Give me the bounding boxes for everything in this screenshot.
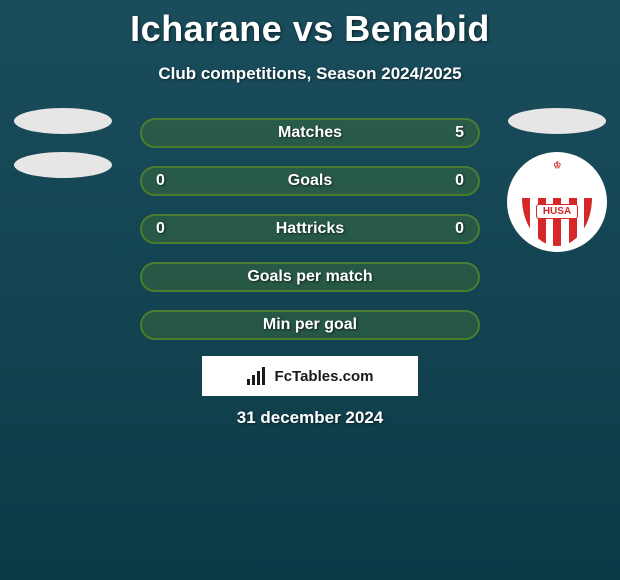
club-badge: ♔ HUSA bbox=[507, 152, 607, 266]
stat-left-value: 0 bbox=[156, 172, 186, 190]
club-badge-circle: ♔ HUSA bbox=[507, 152, 607, 252]
stat-left-value: 0 bbox=[156, 220, 186, 238]
stat-label: Min per goal bbox=[186, 316, 434, 334]
stats-container: Matches 5 0 Goals 0 0 Hattricks 0 Goals … bbox=[140, 118, 480, 340]
stat-label: Hattricks bbox=[186, 220, 434, 238]
subtitle: Club competitions, Season 2024/2025 bbox=[0, 64, 620, 84]
page-title: Icharane vs Benabid bbox=[0, 0, 620, 50]
crown-icon: ♔ bbox=[553, 160, 561, 171]
player-right-avatar-placeholder bbox=[508, 108, 606, 134]
stat-label: Matches bbox=[186, 124, 434, 142]
stat-label: Goals bbox=[186, 172, 434, 190]
stat-row-goals-per-match: Goals per match bbox=[140, 262, 480, 292]
player-left-panel bbox=[8, 108, 118, 238]
date-label: 31 december 2024 bbox=[0, 408, 620, 428]
stat-row-matches: Matches 5 bbox=[140, 118, 480, 148]
stat-right-value: 5 bbox=[434, 124, 464, 142]
stat-row-min-per-goal: Min per goal bbox=[140, 310, 480, 340]
stat-row-goals: 0 Goals 0 bbox=[140, 166, 480, 196]
bar-chart-icon bbox=[247, 367, 269, 385]
brand-footer[interactable]: FcTables.com bbox=[202, 356, 418, 396]
stat-right-value: 0 bbox=[434, 172, 464, 190]
club-badge-label: HUSA bbox=[536, 204, 578, 219]
stat-right-value: 0 bbox=[434, 220, 464, 238]
player-right-panel: ♔ HUSA bbox=[502, 108, 612, 308]
player-left-club-placeholder bbox=[14, 152, 112, 178]
player-left-avatar-placeholder bbox=[14, 108, 112, 134]
stat-row-hattricks: 0 Hattricks 0 bbox=[140, 214, 480, 244]
brand-name: FcTables.com bbox=[275, 368, 374, 385]
stat-label: Goals per match bbox=[186, 268, 434, 286]
